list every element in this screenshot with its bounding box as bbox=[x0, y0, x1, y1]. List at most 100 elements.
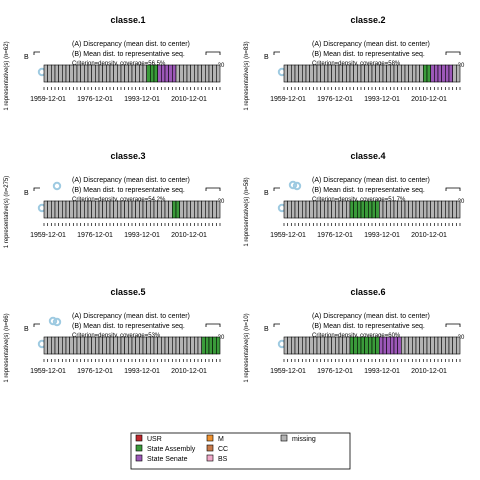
annotation-b: (B) Mean dist. to representative seq. bbox=[72, 187, 185, 194]
sequence-cell-missing bbox=[62, 200, 67, 219]
sequence-cell-missing bbox=[197, 200, 202, 219]
sequence-cell-missing bbox=[368, 64, 373, 83]
sequence-cell-missing bbox=[357, 64, 362, 83]
sequence-cell-state-senate bbox=[379, 336, 384, 355]
sequence-cell-missing bbox=[172, 336, 177, 355]
sequence-cell-missing bbox=[335, 200, 340, 219]
b-scale-left bbox=[33, 187, 40, 191]
y-axis-label: 1 representative(s) (n=62) bbox=[4, 41, 10, 110]
sequence-cell-missing bbox=[139, 336, 144, 355]
sequence-cell-missing bbox=[287, 64, 292, 83]
sequence-cell-missing bbox=[386, 200, 391, 219]
x-tick-label: 1976-12-01 bbox=[77, 368, 113, 375]
sequence-cell-missing bbox=[294, 200, 299, 219]
y-axis-label: 1 representative(s) (n=66) bbox=[4, 313, 10, 382]
sequence-cell-missing bbox=[175, 336, 180, 355]
sequence-cell-missing bbox=[327, 200, 332, 219]
legend-label: M bbox=[218, 436, 224, 443]
sequence-cell-missing bbox=[98, 200, 103, 219]
sequence-cell-missing bbox=[51, 200, 56, 219]
annotation-b: (B) Mean dist. to representative seq. bbox=[72, 323, 185, 330]
x-tick-label: 2010-12-01 bbox=[411, 96, 447, 103]
b-marker: B bbox=[264, 190, 269, 197]
sequence-cell-missing bbox=[164, 200, 169, 219]
sequence-cell-state-senate bbox=[437, 64, 442, 83]
sequence-cell-missing bbox=[419, 64, 424, 83]
discrepancy-marker bbox=[48, 316, 58, 326]
annotation-a: (A) Discrepancy (mean dist. to center) bbox=[312, 313, 430, 320]
sequence-cell-missing bbox=[305, 200, 310, 219]
sequence-cell-missing bbox=[117, 336, 122, 355]
panel-classe.5: classe.5 1 representative(s) (n=66) (A) Di… bbox=[4, 287, 225, 383]
sequence-cell-missing bbox=[419, 336, 424, 355]
sequence-cell-missing bbox=[186, 336, 191, 355]
sequence-cell-missing bbox=[408, 336, 413, 355]
sequence-cell-missing bbox=[58, 200, 63, 219]
coverage-label: Criterion=density, coverage=60% bbox=[312, 333, 401, 339]
sequence-cell-state-senate bbox=[445, 64, 450, 83]
sequence-cell-state-assembly bbox=[375, 336, 380, 355]
sequence-cell-missing bbox=[201, 200, 206, 219]
sequence-cell-missing bbox=[179, 336, 184, 355]
sequence-cell-missing bbox=[131, 64, 136, 83]
sequence-cell-missing bbox=[84, 200, 89, 219]
sequence-cell-missing bbox=[161, 336, 166, 355]
sequence-cell-state-assembly bbox=[360, 200, 365, 219]
sequence-cell-missing bbox=[128, 336, 133, 355]
sequence-cell-state-assembly bbox=[360, 336, 365, 355]
sequence-cell-missing bbox=[120, 336, 125, 355]
sequence-cell-missing bbox=[291, 200, 296, 219]
sequence-cell-state-senate bbox=[393, 336, 398, 355]
sequence-cell-state-assembly bbox=[357, 200, 362, 219]
sequence-cell-missing bbox=[430, 200, 435, 219]
x-tick-label: 2010-12-01 bbox=[171, 368, 207, 375]
sequence-cell-missing bbox=[390, 200, 395, 219]
sequence-cell-missing bbox=[168, 200, 173, 219]
sequence-cell-missing bbox=[139, 200, 144, 219]
b-scale-right bbox=[205, 323, 221, 327]
sequence-cell-missing bbox=[331, 336, 336, 355]
sequence-cell-missing bbox=[216, 64, 221, 83]
sequence-cell-missing bbox=[69, 64, 74, 83]
sequence-cell-missing bbox=[80, 64, 85, 83]
sequence-cell-missing bbox=[320, 64, 325, 83]
legend-label: State Senate bbox=[147, 456, 188, 463]
sequence-cell-missing bbox=[294, 64, 299, 83]
sequence-cell-missing bbox=[76, 200, 81, 219]
annotation-a: (A) Discrepancy (mean dist. to center) bbox=[72, 41, 190, 48]
sequence-cell-missing bbox=[338, 200, 343, 219]
sequence-cell-missing bbox=[179, 64, 184, 83]
sequence-cell-missing bbox=[113, 200, 118, 219]
sequence-cell-state-assembly bbox=[201, 336, 206, 355]
sequence-cell-missing bbox=[291, 64, 296, 83]
sequence-cell-missing bbox=[412, 64, 417, 83]
sequence-cell-missing bbox=[313, 200, 318, 219]
panel-title: classe.2 bbox=[350, 15, 385, 25]
sequence-cell-missing bbox=[91, 64, 96, 83]
sequence-cell-missing bbox=[302, 64, 307, 83]
sequence-cell-missing bbox=[54, 64, 59, 83]
sequence-cell-missing bbox=[353, 64, 358, 83]
sequence-cell-missing bbox=[153, 336, 158, 355]
sequence-cell-missing bbox=[190, 336, 195, 355]
sequence-cell-missing bbox=[456, 200, 461, 219]
x-tick-label: 2010-12-01 bbox=[171, 96, 207, 103]
sequence-cell-missing bbox=[208, 64, 213, 83]
sequence-cell-missing bbox=[205, 200, 210, 219]
sequence-cell-state-senate bbox=[157, 64, 162, 83]
annotation-a: (A) Discrepancy (mean dist. to center) bbox=[312, 41, 430, 48]
sequence-cell-missing bbox=[408, 200, 413, 219]
sequence-cell-missing bbox=[291, 336, 296, 355]
sequence-cell-missing bbox=[423, 200, 428, 219]
sequence-cell-missing bbox=[448, 200, 453, 219]
sequence-cell-state-senate bbox=[430, 64, 435, 83]
discrepancy-marker bbox=[52, 317, 62, 327]
sequence-cell-missing bbox=[98, 336, 103, 355]
sequence-cell-missing bbox=[62, 336, 67, 355]
sequence-cell-missing bbox=[113, 64, 118, 83]
y-axis-label: 1 representative(s) (n=275) bbox=[4, 176, 10, 249]
sequence-cell-missing bbox=[51, 336, 56, 355]
x-tick-label: 1959-12-01 bbox=[30, 96, 66, 103]
sequence-cell-missing bbox=[309, 64, 314, 83]
sequence-cell-missing bbox=[390, 64, 395, 83]
